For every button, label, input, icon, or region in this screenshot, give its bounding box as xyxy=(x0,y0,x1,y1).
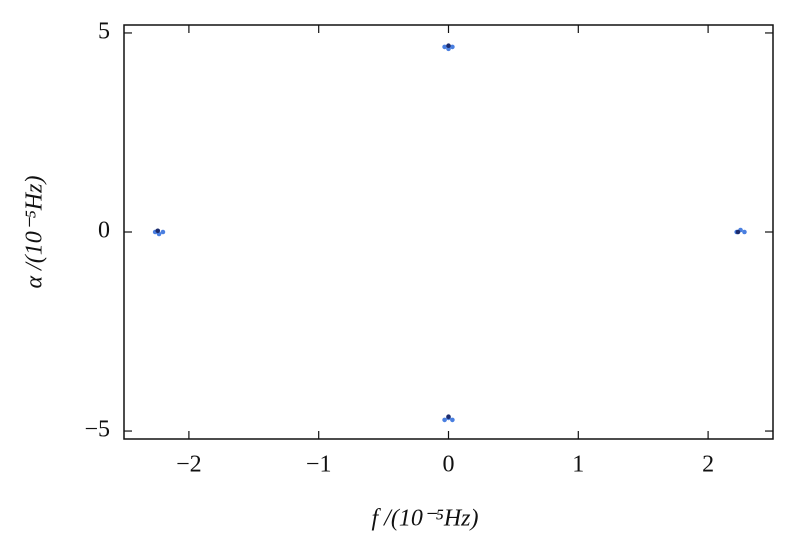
y-tick-label: −5 xyxy=(84,417,110,443)
y-tick-label: 0 xyxy=(98,218,110,244)
x-tick-label: −2 xyxy=(176,452,202,478)
point xyxy=(446,46,451,52)
point xyxy=(442,44,447,50)
point xyxy=(442,417,447,423)
x-tick-label: −1 xyxy=(306,452,332,478)
x-axis-label: f /(10⁻⁵Hz) xyxy=(371,506,478,532)
point xyxy=(155,228,161,234)
x-tick-label: 1 xyxy=(572,452,584,478)
y-axis-label: α /(10⁻⁵Hz) xyxy=(22,176,48,289)
x-tick-label: 2 xyxy=(702,452,714,478)
point xyxy=(735,229,741,235)
point xyxy=(450,417,455,423)
y-tick-label: 5 xyxy=(98,18,110,44)
point xyxy=(160,229,166,235)
point xyxy=(446,414,451,420)
point xyxy=(450,44,455,50)
plot-frame xyxy=(123,24,774,440)
point xyxy=(446,43,451,48)
point xyxy=(742,229,747,235)
x-tick-label: 0 xyxy=(443,452,455,478)
